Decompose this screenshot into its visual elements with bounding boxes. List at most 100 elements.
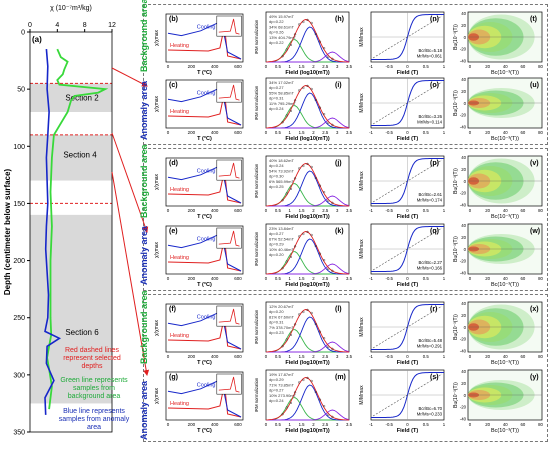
irm-data-point: [289, 187, 292, 191]
irm-data-point: [302, 378, 305, 382]
irm-data-point: [314, 32, 317, 36]
heating-curve: [167, 91, 242, 126]
hyst-y-label: M/Mmax: [359, 239, 365, 259]
irm-data-point: [298, 167, 301, 170]
irm-data-point: [331, 415, 334, 418]
paramagnetic-line: [372, 305, 443, 349]
irm-sum-curve: [265, 163, 350, 207]
irm-data-point: [318, 40, 322, 43]
hyst-param-text: Bcr/Bc=3.26: [418, 114, 442, 119]
forc-x-tick-label: 20: [485, 64, 490, 69]
irm-data-point: [314, 390, 317, 394]
irm-sum-curve: [265, 377, 350, 421]
irm-tick-label: 1: [289, 354, 292, 359]
irm-panel-letter: (i): [335, 82, 342, 89]
irm-data-point: [322, 259, 326, 262]
irm-data-point: [306, 230, 309, 234]
hyst-param-text: Bcr/Bc=6.70: [418, 406, 442, 411]
thermo-panel-letter: (b): [169, 16, 178, 23]
forc-x-label: Bc(10⁻³(T)): [491, 360, 519, 366]
heating-curve: [167, 169, 242, 204]
forc-x-tick-label: 80: [538, 64, 543, 69]
thermo-y-label: χ/χmax: [154, 95, 160, 112]
forc-x-tick-label: 20: [485, 130, 490, 135]
forc-x-label: Bc(10⁻³(T)): [491, 428, 519, 434]
hyst-param-text: Mr/Ms=0.114: [417, 120, 442, 125]
irm-data-point: [289, 255, 292, 259]
irm-component-text: dp=0.24: [269, 398, 284, 403]
forc-y-tick-label: -40: [460, 125, 467, 130]
irm-data-point: [331, 201, 334, 204]
irm-tick-label: 3.5: [346, 130, 352, 135]
thermo-x-label: T (°C): [197, 136, 212, 142]
forc-y-tick-label: -20: [460, 405, 467, 410]
irm-data-point: [293, 391, 297, 394]
irm-data-point: [318, 398, 322, 401]
forc-x-tick-label: 60: [520, 64, 525, 69]
irm-component-text: 11% 795.29mT: [269, 101, 296, 106]
panel-label-a: (a): [32, 35, 42, 44]
irm-y-label: IRM normalization: [254, 377, 259, 412]
hyst-tick-label: 1: [443, 208, 446, 213]
hyst-tick-label: 0: [406, 422, 409, 427]
irm-component-3: [266, 409, 350, 421]
forc-y-tick-label: -20: [460, 113, 467, 118]
hyst-tick-label: 0.5: [423, 208, 430, 213]
thermo-panel-letter: (d): [169, 160, 178, 167]
forc-x-tick-label: 0: [469, 208, 472, 213]
forc-y-tick-label: 0: [464, 101, 467, 106]
thermo-x-label: T (°C): [197, 360, 212, 366]
inset-frame: [216, 305, 242, 327]
irm-data-point: [298, 23, 301, 26]
irm-tick-label: 3: [336, 276, 339, 281]
irm-data-point: [331, 347, 334, 350]
thermo-x-label: T (°C): [197, 214, 212, 220]
hyst-tick-label: 0.5: [423, 422, 430, 427]
irm-x-label: Field (log10(mT)): [285, 360, 329, 366]
irm-component-text: dp=0.24: [269, 106, 284, 111]
irm-tick-label: 2.5: [322, 422, 329, 427]
forc-y-tick-label: -40: [460, 59, 467, 64]
irm-data-point: [327, 55, 330, 58]
irm-y-label: IRM normalization: [254, 85, 259, 120]
irm-data-point: [285, 406, 288, 409]
hyst-param-text: Mr/Ms=0.233: [417, 412, 443, 417]
irm-component-text: 81% 67.60mT: [269, 314, 294, 319]
side-label-anomaly-2: Anomaly area: [139, 80, 149, 140]
irm-data-point: [327, 121, 330, 124]
heating-label: Heating: [170, 255, 189, 261]
forc-panel-letter: (u): [530, 82, 539, 89]
irm-data-point: [285, 260, 288, 263]
irm-component-3: [266, 195, 350, 207]
irm-panel-letter: (h): [335, 16, 344, 23]
irm-tick-label: 3.5: [346, 64, 352, 69]
forc-x-tick-label: 60: [520, 276, 525, 281]
thermo-tick-label: 400: [211, 276, 219, 281]
irm-data-point: [281, 267, 284, 270]
irm-data-point: [289, 43, 292, 47]
background-area-line: [46, 48, 109, 410]
irm-component-text: 19% 17.87mT: [269, 372, 294, 377]
forc-x-tick-label: 60: [520, 354, 525, 359]
y-tick-label: 50: [17, 87, 25, 94]
thermo-x-label: T (°C): [197, 282, 212, 288]
irm-data-point: [331, 57, 334, 60]
thermo-tick-label: 200: [188, 276, 196, 281]
hyst-tick-label: 0: [406, 130, 409, 135]
irm-tick-label: 3.5: [346, 276, 352, 281]
forc-x-tick-label: 40: [503, 64, 508, 69]
hyst-tick-label: 0: [406, 354, 409, 359]
irm-tick-label: 0: [265, 208, 268, 213]
irm-data-point: [285, 114, 288, 117]
forc-y-tick-label: -40: [460, 271, 467, 276]
irm-tick-label: 2: [312, 208, 315, 213]
thermo-tick-label: 400: [211, 64, 219, 69]
irm-data-point: [322, 405, 326, 408]
hyst-tick-label: -1: [369, 276, 373, 281]
irm-component-text: dp=0.26: [269, 30, 284, 35]
inset-frame: [216, 159, 242, 181]
forc-panel: 0 20 40 60 80 40 20 0 -20 -40 Bc(10⁻³(T)) Bu(10⁻³(T…: [453, 223, 543, 288]
